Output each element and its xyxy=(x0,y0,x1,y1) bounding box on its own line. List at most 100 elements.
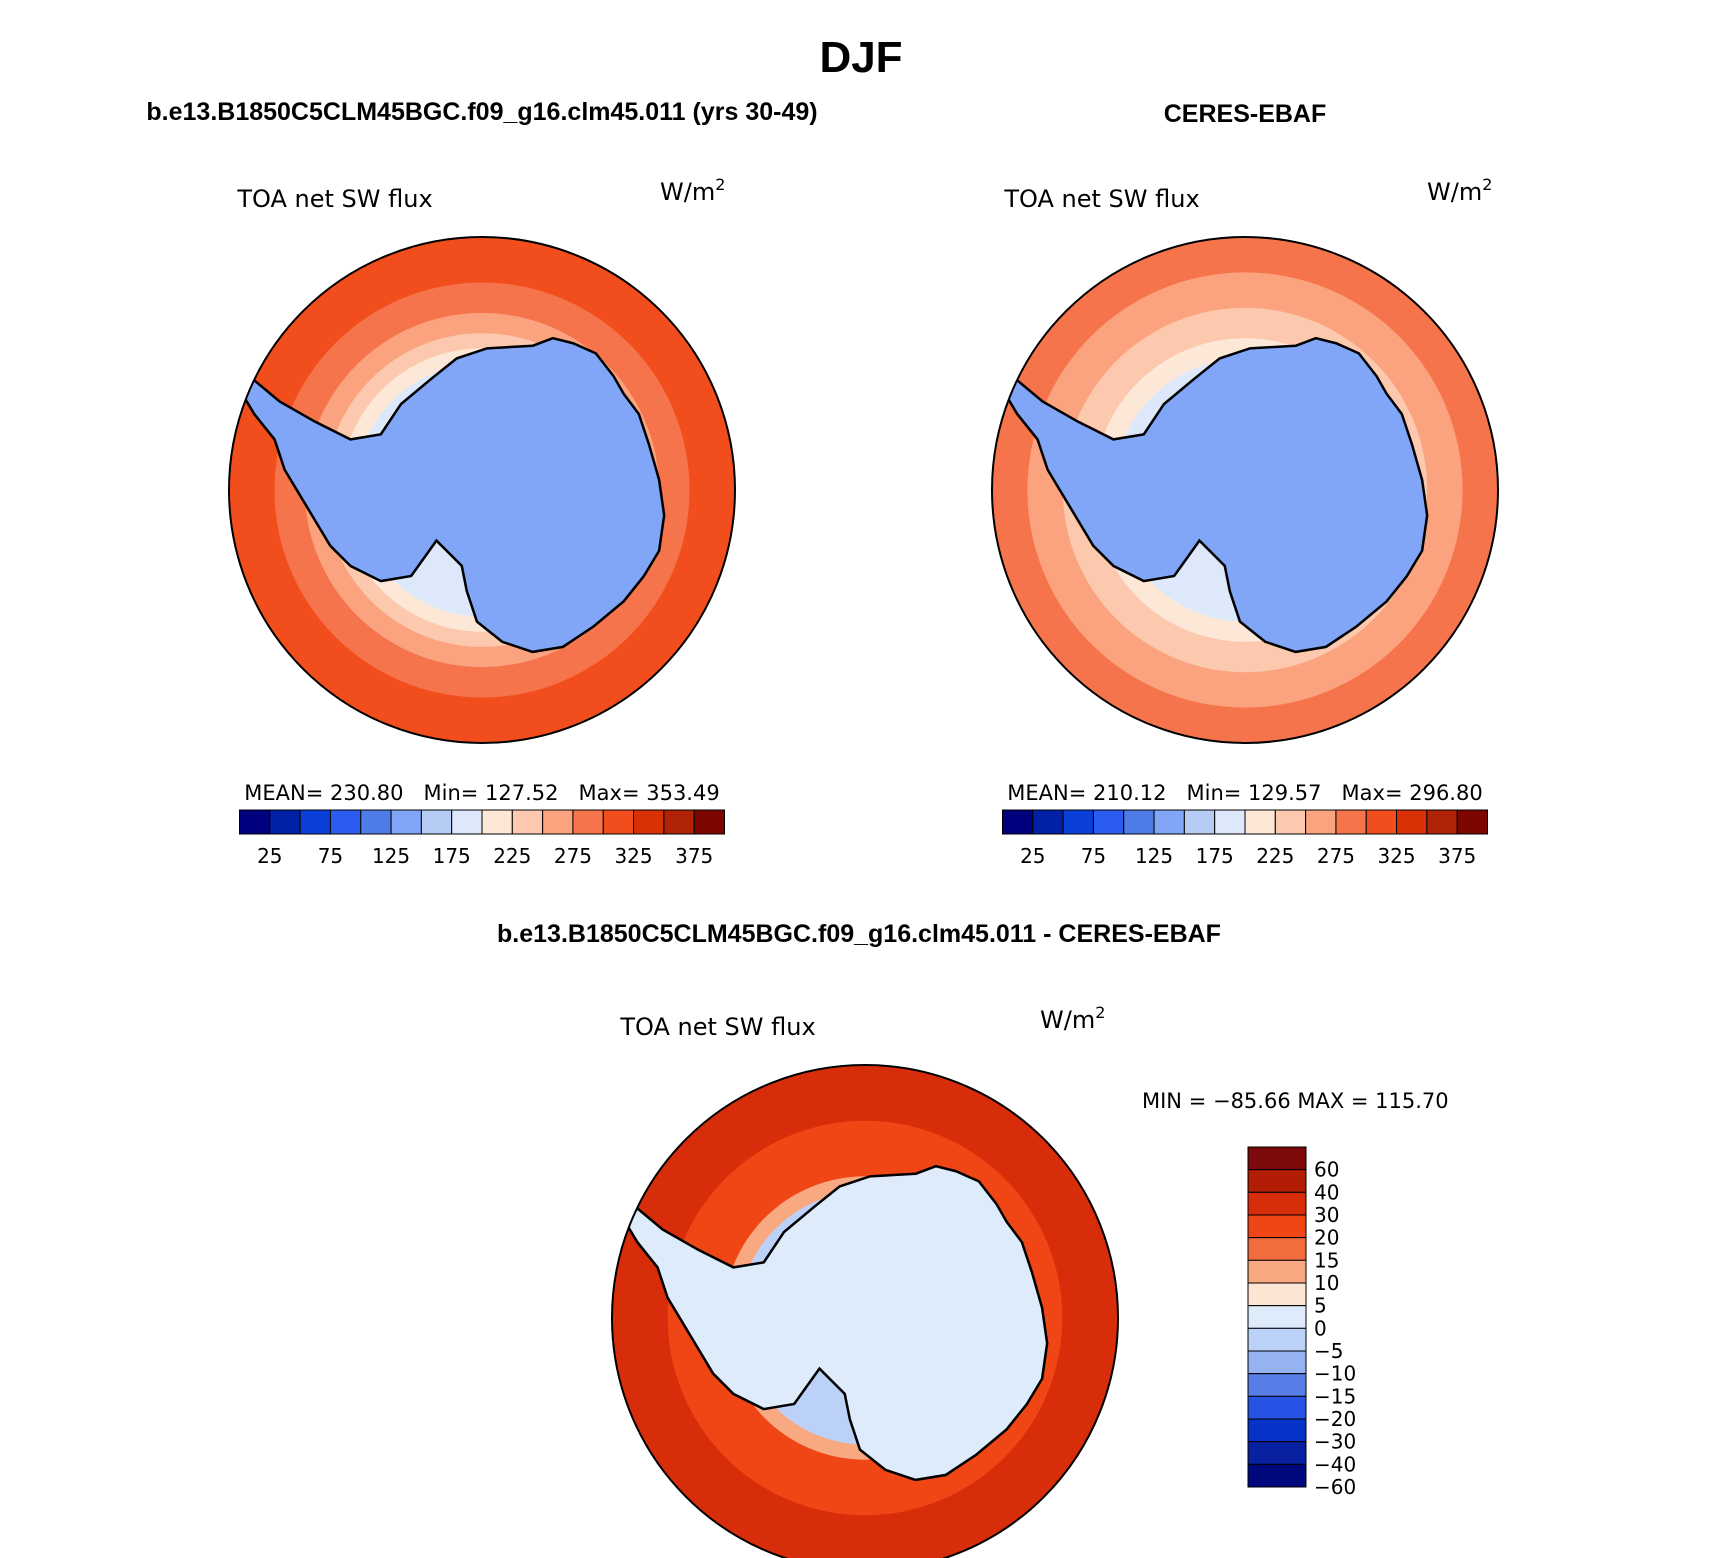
colorbar-tick-label: 60 xyxy=(1314,1158,1339,1182)
colorbar-swatch xyxy=(1247,1191,1307,1216)
colorbar-tick-label: −5 xyxy=(1314,1339,1343,1363)
colorbar-tick-label: −10 xyxy=(1314,1362,1356,1386)
colorbar-tick-label: 375 xyxy=(1438,844,1476,868)
panel-diff-map-border xyxy=(611,1064,1119,1558)
colorbar-swatch xyxy=(1032,809,1064,835)
colorbar-tick-label: 75 xyxy=(1081,844,1106,868)
colorbar-swatch xyxy=(1247,1259,1307,1284)
colorbar-swatch xyxy=(1244,809,1276,835)
panel-diff-var-title: TOA net SW flux xyxy=(619,1013,815,1041)
colorbar-swatch xyxy=(1123,809,1155,835)
colorbar-swatch xyxy=(1247,1441,1307,1465)
colorbar-swatch xyxy=(1247,1214,1307,1239)
panel-model-var-title: TOA net SW flux xyxy=(236,185,432,213)
colorbar-swatch xyxy=(1247,1395,1307,1420)
colorbar-tick-label: 25 xyxy=(1020,844,1045,868)
colorbar-swatch xyxy=(1247,1350,1307,1375)
panel-model-stats: MEAN= 230.80 Min= 127.52 Max= 353.49 xyxy=(244,781,719,805)
colorbar-swatch xyxy=(1396,809,1428,835)
colorbar-tick-label: 15 xyxy=(1314,1248,1339,1272)
colorbar-tick-label: −20 xyxy=(1314,1407,1356,1431)
figure-title: DJF xyxy=(819,33,902,82)
colorbar-swatch xyxy=(1335,809,1367,835)
colorbar-swatch xyxy=(663,809,695,835)
panel-model-colorbar: 25 75 125 175 225 275 325 375 xyxy=(239,809,726,868)
colorbar-swatch xyxy=(542,809,574,835)
colorbar-swatch xyxy=(1247,1327,1307,1352)
panel-diff: TOA net SW flux W/m2 MIN = −85.66 MAX = … xyxy=(611,1003,1449,1558)
colorbar-tick-label: 175 xyxy=(1196,844,1234,868)
colorbar-swatch xyxy=(1247,1169,1307,1193)
colorbar-swatch xyxy=(1247,1418,1307,1443)
panel-model: TOA net SW flux W/m2 MEAN= 230.80 Min= 1… xyxy=(228,175,736,868)
colorbar-swatch xyxy=(693,809,726,835)
colorbar-swatch xyxy=(299,809,331,835)
colorbar-swatch xyxy=(633,809,665,835)
colorbar-tick-label: 10 xyxy=(1314,1271,1339,1295)
panel-diff-units: W/m2 xyxy=(1040,1003,1105,1034)
panel-obs-colorbar: 25 75 125 175 225 275 325 375 xyxy=(1002,809,1488,868)
colorbar-tick-label: 40 xyxy=(1314,1180,1339,1204)
panel-obs-units: W/m2 xyxy=(1427,175,1492,206)
colorbar-swatch xyxy=(1426,809,1458,835)
colorbar-swatch xyxy=(1456,809,1488,835)
colorbar-swatch xyxy=(1214,809,1246,835)
colorbar-tick-label: −15 xyxy=(1314,1384,1356,1408)
colorbar-swatch xyxy=(572,809,604,835)
colorbar-swatch xyxy=(329,809,362,835)
colorbar-swatch xyxy=(1274,809,1307,835)
panel-obs: TOA net SW flux W/m2 MEAN= 210.12 Min= 1… xyxy=(991,175,1499,868)
colorbar-tick-label: −30 xyxy=(1314,1430,1356,1454)
colorbar-tick-label: 325 xyxy=(614,844,652,868)
panel-obs-map-border xyxy=(991,236,1499,744)
colorbar-tick-label: 225 xyxy=(493,844,531,868)
colorbar-swatch xyxy=(1305,809,1337,835)
colorbar-tick-label: 175 xyxy=(433,844,471,868)
colorbar-tick-label: 275 xyxy=(554,844,592,868)
colorbar-swatch xyxy=(420,809,453,835)
colorbar-tick-label: 325 xyxy=(1377,844,1415,868)
colorbar-swatch xyxy=(481,809,513,835)
colorbar-swatch xyxy=(1247,1146,1307,1171)
colorbar-tick-label: −40 xyxy=(1314,1452,1356,1476)
colorbar-swatch xyxy=(239,809,271,835)
colorbar-swatch xyxy=(1365,809,1398,835)
colorbar-swatch xyxy=(451,809,483,835)
colorbar-swatch xyxy=(511,809,544,835)
colorbar-tick-label: 30 xyxy=(1314,1203,1339,1227)
colorbar-tick-label: 0 xyxy=(1314,1316,1327,1340)
colorbar-swatch xyxy=(1247,1237,1307,1261)
colorbar-swatch xyxy=(269,809,301,835)
colorbar-swatch xyxy=(1247,1282,1307,1307)
colorbar-swatch xyxy=(602,809,635,835)
colorbar-swatch xyxy=(1247,1373,1307,1397)
colorbar-swatch xyxy=(390,809,422,835)
panel-heading-model: b.e13.B1850C5CLM45BGC.f09_g16.clm45.011 … xyxy=(146,98,817,126)
colorbar-swatch xyxy=(1183,809,1216,835)
colorbar-tick-label: 225 xyxy=(1256,844,1294,868)
panel-model-map-border xyxy=(228,236,736,744)
colorbar-tick-label: 20 xyxy=(1314,1226,1339,1250)
panel-obs-stats: MEAN= 210.12 Min= 129.57 Max= 296.80 xyxy=(1007,781,1482,805)
colorbar-tick-label: 375 xyxy=(675,844,713,868)
colorbar-tick-label: 125 xyxy=(1135,844,1173,868)
colorbar-swatch xyxy=(1092,809,1125,835)
panel-model-units: W/m2 xyxy=(660,175,725,206)
colorbar-swatch xyxy=(1002,809,1034,835)
colorbar-tick-label: 75 xyxy=(318,844,343,868)
panel-diff-minmax: MIN = −85.66 MAX = 115.70 xyxy=(1142,1089,1449,1113)
panel-heading-diff: b.e13.B1850C5CLM45BGC.f09_g16.clm45.011 … xyxy=(497,920,1221,948)
colorbar-swatch xyxy=(1247,1463,1307,1488)
colorbar-tick-label: 5 xyxy=(1314,1294,1327,1318)
panel-obs-var-title: TOA net SW flux xyxy=(1003,185,1199,213)
colorbar-swatch xyxy=(360,809,392,835)
panel-heading-obs: CERES-EBAF xyxy=(1164,100,1327,128)
colorbar-tick-label: 125 xyxy=(372,844,410,868)
colorbar-tick-label: −60 xyxy=(1314,1475,1356,1499)
colorbar-swatch xyxy=(1062,809,1094,835)
colorbar-swatch xyxy=(1153,809,1185,835)
colorbar-swatch xyxy=(1247,1305,1307,1329)
colorbar-tick-label: 275 xyxy=(1317,844,1355,868)
